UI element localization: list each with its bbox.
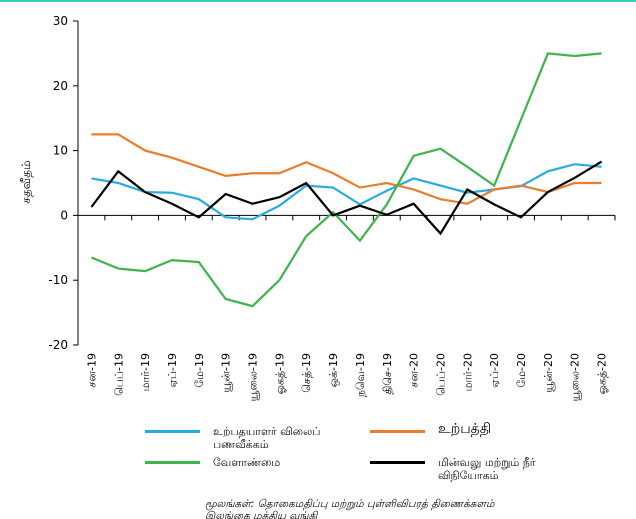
y-tick-label: 30 bbox=[53, 14, 68, 28]
x-tick-label: யூன்-19 bbox=[220, 353, 233, 393]
x-tick-label: யூலை-20 bbox=[569, 353, 582, 401]
y-tick-label: 10 bbox=[53, 144, 68, 158]
x-tick-label: மார்-19 bbox=[139, 353, 152, 391]
y-tick-label: -10 bbox=[48, 273, 68, 287]
x-tick-label: யூன்-20 bbox=[542, 353, 555, 393]
x-tick-label: மே-20 bbox=[515, 353, 528, 388]
y-tick-label: -20 bbox=[48, 338, 68, 352]
x-tick-label: சன-19 bbox=[85, 353, 98, 388]
x-tick-label: பெப்-20 bbox=[434, 353, 447, 396]
x-tick-label: நவெ-19 bbox=[354, 353, 367, 397]
series-line bbox=[90, 160, 603, 236]
legend-swatch bbox=[145, 430, 200, 433]
x-tick-label: பெப்-19 bbox=[112, 353, 125, 396]
legend-label: வேளாண்மை bbox=[213, 456, 281, 469]
chart: சதவீதம் -20 -10 0 10 20 30 சன-19 பெப்-19 மார்-19… bbox=[19, 14, 616, 401]
legend-label: உற்பதயாளர் விலைப் பணவீக்கம் bbox=[213, 425, 321, 451]
x-tick-label: ஓகத்-20 bbox=[596, 353, 609, 394]
x-tick-label: யூலை-19 bbox=[247, 353, 260, 401]
legend-swatch bbox=[145, 461, 200, 464]
source-note: மூலங்கள்: தொகைமதிப்பு மற்றும் புள்ளிவிபர… bbox=[205, 498, 495, 519]
x-tick-label: மே-19 bbox=[193, 353, 206, 388]
y-tick-label: 20 bbox=[53, 79, 68, 93]
x-tick-label: ஏப்-19 bbox=[166, 353, 179, 388]
x-tick-label: மார்-20 bbox=[461, 353, 474, 391]
legend-label: மின்வலு மற்றும் நீர் விநியோகம் bbox=[438, 456, 536, 482]
legend-swatch bbox=[370, 461, 425, 464]
legend-swatch bbox=[370, 430, 425, 433]
x-tick-label: ஒக்-19 bbox=[327, 353, 340, 387]
series-line bbox=[91, 52, 602, 308]
legend-label: உற்பத்தி bbox=[438, 421, 492, 437]
x-tick-label: சன-20 bbox=[408, 353, 421, 388]
x-tick-label: ஏப்-20 bbox=[488, 353, 501, 388]
x-tick-label: திசெ-19 bbox=[381, 353, 394, 395]
y-axis-label: சதவீதம் bbox=[19, 160, 33, 203]
series-line bbox=[91, 133, 602, 205]
x-tick-label: செத்-19 bbox=[300, 353, 313, 393]
x-tick-label: ஓகத்-19 bbox=[273, 353, 286, 394]
y-tick-label: 0 bbox=[60, 208, 68, 222]
